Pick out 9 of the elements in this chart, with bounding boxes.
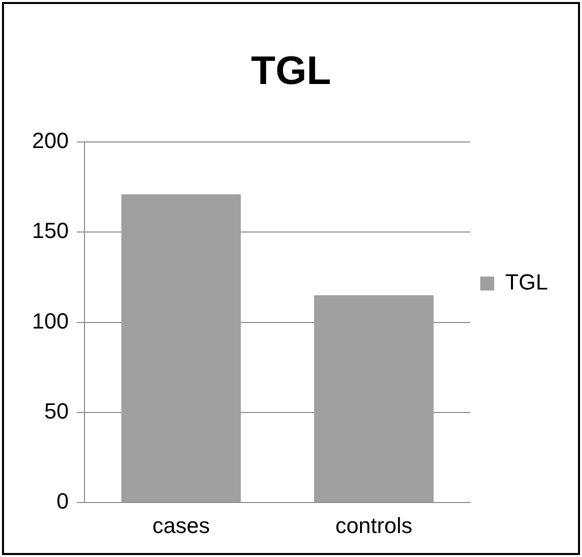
y-tick-label: 50 xyxy=(44,398,69,424)
x-tick-label: controls xyxy=(335,512,412,538)
y-tick-label: 150 xyxy=(32,218,69,244)
y-tick-label: 100 xyxy=(32,308,69,334)
y-tick-label: 200 xyxy=(32,128,69,154)
legend-label: TGL xyxy=(505,270,548,295)
chart-title: TGL xyxy=(251,49,331,94)
y-tick-label: 0 xyxy=(56,488,69,514)
x-tick-label: cases xyxy=(152,512,210,538)
